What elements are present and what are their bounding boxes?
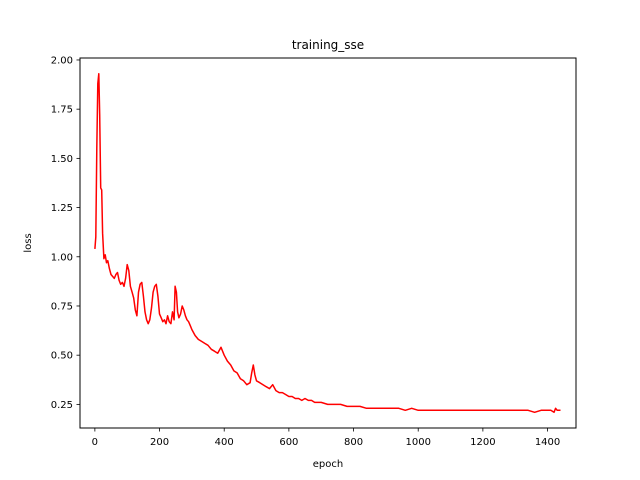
plot-area: [94, 72, 561, 414]
y-tick-label: 0.75: [51, 301, 73, 312]
x-tick-label: 800: [344, 437, 363, 448]
x-axis-label: epoch: [313, 459, 343, 470]
series-line: [94, 72, 561, 414]
x-tick-label: 1000: [405, 437, 430, 448]
axes-frame: [79, 57, 577, 429]
y-tick-label: 1.25: [51, 203, 73, 214]
x-tick-label: 400: [215, 437, 234, 448]
y-tick-label: 1.75: [51, 105, 73, 116]
y-axis-label: loss: [23, 233, 34, 252]
x-tick-label: 1200: [470, 437, 495, 448]
x-tick-label: 600: [279, 437, 298, 448]
y-axis: 0.25 0.50 0.75 1.00 1.25 1.50 1.75 2.00: [51, 55, 80, 411]
x-axis: 0 200 400 600 800 1000 1200 1400: [92, 428, 560, 448]
x-tick-label: 1400: [535, 437, 560, 448]
chart-title: training_sse: [292, 38, 364, 52]
y-tick-label: 0.50: [51, 351, 73, 362]
y-tick-label: 1.50: [51, 154, 73, 165]
x-tick-label: 200: [150, 437, 169, 448]
y-tick-label: 0.25: [51, 400, 73, 411]
y-tick-label: 2.00: [51, 55, 73, 66]
x-tick-label: 0: [92, 437, 98, 448]
y-tick-label: 1.00: [51, 252, 73, 263]
